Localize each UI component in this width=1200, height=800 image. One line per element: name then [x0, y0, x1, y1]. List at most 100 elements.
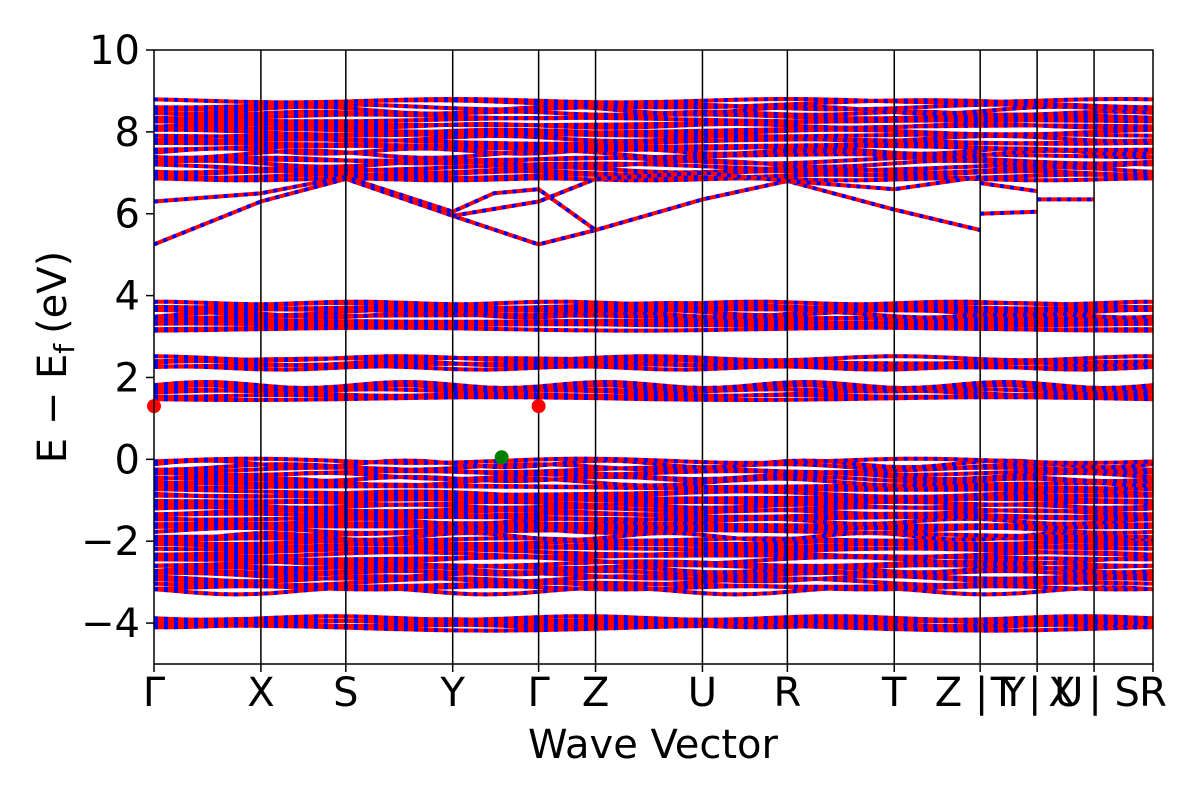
x-tick-label: S — [333, 670, 358, 716]
x-tick-label: Z — [582, 670, 609, 716]
band-line — [154, 102, 1153, 112]
x-tick-label: X | S — [1048, 670, 1140, 716]
band-line — [154, 387, 1153, 394]
band-line — [154, 568, 1153, 577]
band-line — [154, 158, 1153, 169]
band-line — [154, 456, 1153, 465]
x-tick-label: R — [1139, 670, 1167, 716]
band-line — [154, 481, 1153, 490]
band-line — [154, 546, 1153, 557]
band-line — [154, 143, 1153, 152]
x-tick-label: R — [773, 670, 801, 716]
band-line — [154, 489, 1153, 499]
band-line — [154, 622, 1153, 630]
extremum-marker — [531, 399, 546, 414]
band-line — [154, 383, 1153, 393]
y-axis-title-unit: (eV) — [30, 251, 76, 334]
band-line — [154, 521, 1153, 528]
band-line — [154, 305, 1153, 311]
y-tick-label: 2 — [115, 355, 140, 401]
x-tick-label: U — [688, 670, 717, 716]
band-line — [154, 469, 1153, 477]
band-line — [154, 458, 1153, 470]
y-axis-title: E − Ef (eV) — [30, 251, 81, 464]
band-line — [154, 172, 1153, 180]
band-line — [154, 115, 1153, 124]
y-tick-label: −2 — [81, 519, 140, 565]
high-symmetry-lines — [260, 50, 1095, 664]
band-line — [154, 570, 1153, 581]
y-tick-label: 6 — [115, 192, 140, 238]
band-line — [154, 307, 1153, 313]
band-line — [154, 161, 1153, 173]
x-tick-label: Γ — [527, 670, 550, 716]
band-line — [154, 356, 1153, 366]
y-axis-ticks: 10 8 6 4 2 0 −2 −4 — [81, 28, 154, 647]
y-tick-label: 4 — [115, 274, 140, 320]
band-line — [154, 148, 1153, 160]
y-tick-label: −4 — [81, 601, 140, 647]
band-line — [154, 109, 1153, 117]
x-tick-label: Γ — [143, 670, 166, 716]
band-line — [154, 553, 1153, 562]
band-line — [154, 496, 1153, 504]
band-line — [154, 555, 1153, 567]
band-line — [154, 462, 1153, 472]
band-line — [154, 476, 1153, 488]
band-line — [154, 499, 1153, 507]
band-line — [154, 470, 1153, 482]
band-line — [154, 137, 1153, 146]
band-line — [154, 388, 1153, 398]
band-line — [154, 176, 981, 247]
band-line — [154, 542, 1153, 550]
band-line — [154, 96, 1153, 105]
band-line — [154, 127, 1153, 137]
band-line — [154, 484, 1153, 492]
band-line — [154, 322, 1153, 332]
band-lines — [154, 96, 1153, 633]
band-line — [154, 96, 1153, 105]
band-line — [154, 516, 1153, 526]
x-tick-label: X — [247, 670, 274, 716]
band-line — [154, 527, 1153, 539]
band-line — [154, 456, 1153, 465]
band-line — [154, 563, 1153, 571]
band-line — [154, 305, 1153, 311]
band-line — [154, 165, 1153, 175]
band-line — [154, 299, 1153, 307]
y-axis-title-sub: f — [48, 343, 81, 354]
extremum-marker — [494, 450, 509, 465]
extremum-markers — [147, 399, 546, 465]
x-axis-title: Wave Vector — [528, 722, 779, 768]
band-line — [154, 505, 1153, 514]
x-tick-label: Z | Y — [935, 670, 1026, 716]
band-line — [154, 469, 1153, 477]
band-line — [154, 576, 1153, 588]
plot-frame — [153, 49, 1154, 665]
band-line — [979, 181, 1038, 194]
band-line — [154, 614, 1153, 622]
band-line — [154, 354, 1153, 363]
y-axis-title-main: E − E — [30, 354, 76, 464]
band-line — [154, 155, 1153, 166]
y-tick-label: 8 — [115, 110, 140, 156]
band-line — [154, 538, 1153, 547]
band-line — [154, 104, 1153, 116]
y-tick-label: 10 — [89, 28, 140, 74]
band-line — [154, 623, 1153, 633]
band-line — [154, 550, 1153, 559]
band-line — [154, 559, 1153, 568]
x-tick-label: Y — [439, 670, 465, 716]
band-line — [154, 620, 1153, 628]
band-line — [154, 121, 1153, 130]
band-line — [154, 313, 1153, 322]
band-line — [154, 361, 1153, 370]
band-line — [154, 511, 1153, 519]
band-line — [154, 379, 1153, 391]
band-line — [154, 319, 1153, 325]
x-tick-label: T — [881, 670, 907, 716]
x-tick-label: T | U — [990, 670, 1084, 716]
band-line — [980, 209, 1038, 216]
